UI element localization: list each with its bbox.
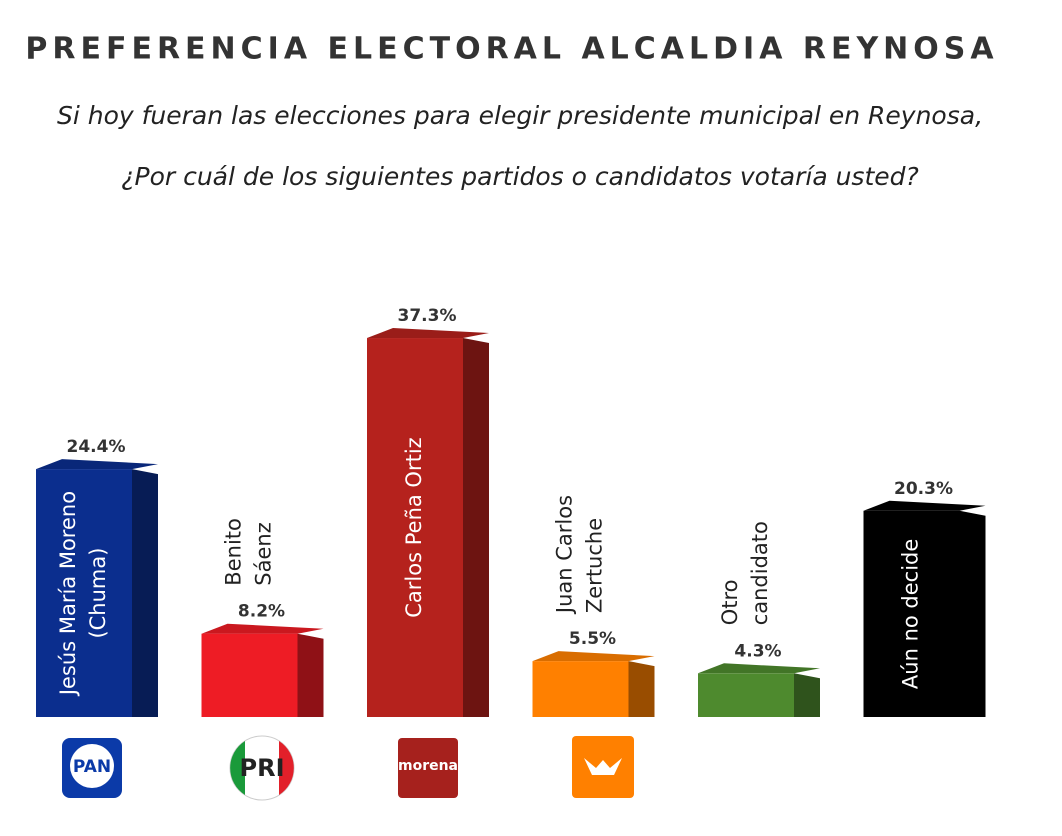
category-label: candidato xyxy=(748,521,772,625)
bar-side xyxy=(628,661,655,717)
value-label: 4.3% xyxy=(734,641,781,661)
bar-top xyxy=(201,623,324,634)
category-label: Sáenz xyxy=(252,522,276,585)
logo-pri xyxy=(229,735,295,801)
subtitle: ¿Por cuál de los siguientes partidos o c… xyxy=(121,162,919,191)
logo-mc-icon xyxy=(584,758,622,775)
bar-side xyxy=(132,469,158,717)
chart-title: PREFERENCIA ELECTORAL ALCALDIA REYNOSA xyxy=(25,32,998,67)
value-label: 37.3% xyxy=(398,306,457,326)
category-label: Juan Carlos xyxy=(553,495,577,615)
logo-text: PAN xyxy=(73,757,111,777)
bar-side xyxy=(463,338,489,717)
category-label: (Chuma) xyxy=(86,548,110,639)
value-label: 5.5% xyxy=(569,629,616,649)
bar xyxy=(698,673,794,717)
category-label: Benito xyxy=(222,518,246,586)
category-label: Carlos Peña Ortiz xyxy=(402,437,426,617)
bar-side xyxy=(794,673,820,717)
logo-pri-red xyxy=(279,741,294,795)
value-label: 24.4% xyxy=(67,437,126,457)
bar-side xyxy=(297,633,324,717)
bar xyxy=(36,469,132,717)
bar-top xyxy=(863,500,986,511)
bar-side xyxy=(959,510,986,717)
category-label: Jesús María Moreno xyxy=(56,491,80,697)
category-label: Zertuche xyxy=(583,518,607,613)
bar-top xyxy=(698,663,820,674)
logo-text: morena xyxy=(398,758,458,774)
value-label: 8.2% xyxy=(238,602,285,622)
bar xyxy=(201,633,298,717)
logo-morena xyxy=(398,738,458,798)
logo-pan-circle xyxy=(70,744,114,788)
category-label: Aún no decide xyxy=(899,539,923,689)
bar-top xyxy=(367,328,489,339)
bar xyxy=(367,338,463,717)
bar xyxy=(863,510,960,717)
bar xyxy=(532,661,629,717)
subtitle: Si hoy fueran las elecciones para elegir… xyxy=(57,101,983,130)
category-label: Otro xyxy=(718,580,742,626)
bar-top xyxy=(532,651,655,662)
logo-pri-green xyxy=(230,741,245,795)
value-label: 20.3% xyxy=(894,479,953,499)
logo-text: PRI xyxy=(240,754,285,782)
bar-top xyxy=(36,459,158,470)
